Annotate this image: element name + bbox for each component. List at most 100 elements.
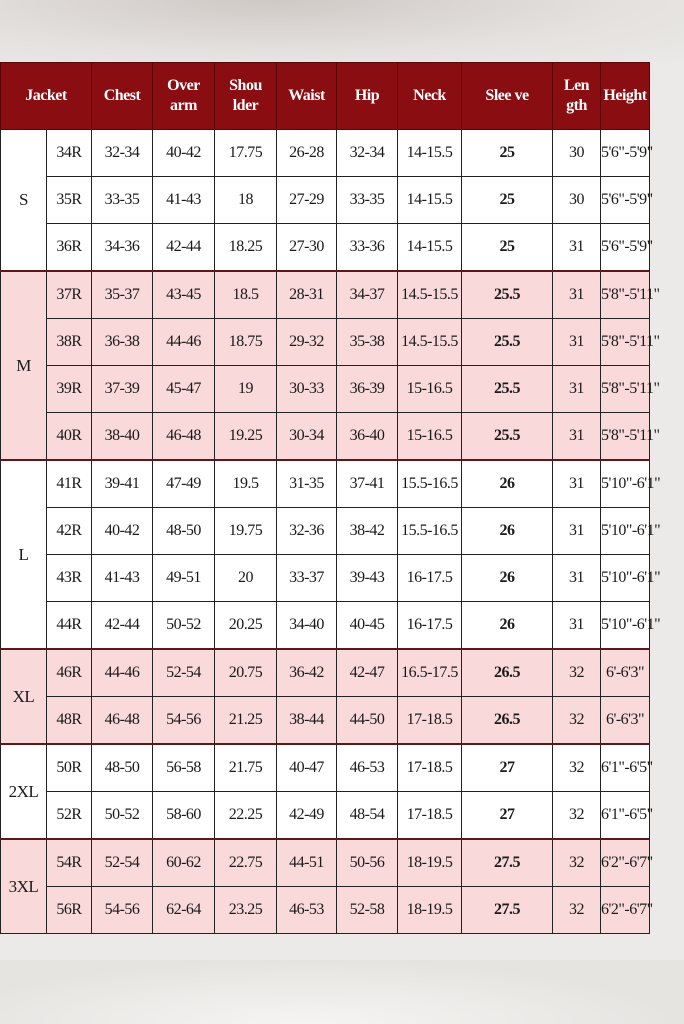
cell-shoulder: 19.75 <box>214 507 277 555</box>
cell-height: 5'8"-5'11" <box>600 318 660 366</box>
cell-jacket-size: 44R <box>46 601 92 650</box>
cell-waist: 38-44 <box>276 696 337 745</box>
cell-chest: 36-38 <box>91 318 153 366</box>
cell-overarm: 46-48 <box>152 412 215 461</box>
cell-hip: 48-54 <box>336 791 398 840</box>
cell-shoulder: 20.75 <box>214 648 277 697</box>
cell-hip: 52-58 <box>336 886 398 934</box>
cell-shoulder: 18.75 <box>214 318 277 366</box>
cell-jacket-size: 40R <box>46 412 92 461</box>
cell-neck: 14-15.5 <box>397 176 462 224</box>
cell-hip: 36-39 <box>336 365 398 413</box>
cell-chest: 32-34 <box>91 129 153 177</box>
header-waist: Waist <box>276 62 337 130</box>
cell-sleeve: 26 <box>461 554 553 602</box>
cell-chest: 39-41 <box>91 459 153 508</box>
cell-overarm: 45-47 <box>152 365 215 413</box>
cell-waist: 27-30 <box>276 223 337 272</box>
cell-chest: 35-37 <box>91 270 153 319</box>
cell-length: 31 <box>552 507 601 555</box>
header-hip: Hip <box>336 62 398 130</box>
cell-length: 31 <box>552 412 601 461</box>
cell-chest: 38-40 <box>91 412 153 461</box>
table-row: 44R 42-44 50-52 20.25 34-40 40-45 16-17.5 26 31 5… <box>1 601 684 650</box>
cell-chest: 48-50 <box>91 743 153 792</box>
cell-chest: 46-48 <box>91 696 153 745</box>
table-row: 39R 37-39 45-47 19 30-33 36-39 15-16.5 25.5 31 5'… <box>1 365 684 413</box>
table-row: 43R 41-43 49-51 20 33-37 39-43 16-17.5 26 31 5'10… <box>1 554 684 602</box>
cell-overarm: 42-44 <box>152 223 215 272</box>
size-chart-table: Jacket Chest Over arm Shou lder Waist Hi… <box>0 62 684 934</box>
cell-height: 5'8"-5'11" <box>600 270 660 319</box>
cell-shoulder: 20.25 <box>214 601 277 650</box>
cell-waist: 30-33 <box>276 365 337 413</box>
cell-neck: 18-19.5 <box>397 838 462 887</box>
cell-sleeve: 25 <box>461 176 553 224</box>
table-row: 35R 33-35 41-43 18 27-29 33-35 14-15.5 25 30 5'6"… <box>1 176 684 224</box>
cell-height: 6'1"-6'5" <box>600 791 653 840</box>
cell-jacket-size: 48R <box>46 696 92 745</box>
cell-hip: 39-43 <box>336 554 398 602</box>
cell-length: 31 <box>552 270 601 319</box>
cell-length: 32 <box>552 696 601 745</box>
table-row: 38R 36-38 44-46 18.75 29-32 35-38 14.5-15.5 25.… <box>1 318 684 366</box>
table-row: 36R 34-36 42-44 18.25 27-30 33-36 14-15.5 25 31 5… <box>1 223 684 272</box>
cell-neck: 14.5-15.5 <box>397 270 462 319</box>
cell-neck: 14-15.5 <box>397 129 462 177</box>
cell-jacket-size: 46R <box>46 648 92 697</box>
cell-length: 32 <box>552 838 601 887</box>
cell-hip: 33-36 <box>336 223 398 272</box>
cell-neck: 17-18.5 <box>397 791 462 840</box>
cell-height: 5'6"-5'9" <box>600 223 653 272</box>
cell-neck: 16-17.5 <box>397 554 462 602</box>
cell-jacket-size: 41R <box>46 459 92 508</box>
cell-jacket-size: 37R <box>46 270 92 319</box>
cell-chest: 34-36 <box>91 223 153 272</box>
cell-neck: 17-18.5 <box>397 743 462 792</box>
cell-length: 31 <box>552 459 601 508</box>
cell-waist: 32-36 <box>276 507 337 555</box>
cell-jacket-size: 43R <box>46 554 92 602</box>
cell-sleeve: 27.5 <box>461 886 553 934</box>
cell-hip: 34-37 <box>336 270 398 319</box>
cell-hip: 37-41 <box>336 459 398 508</box>
table-row: 48R 46-48 54-56 21.25 38-44 44-50 17-18.5 26.5 3… <box>1 696 684 745</box>
cell-chest: 40-42 <box>91 507 153 555</box>
cell-shoulder: 18.25 <box>214 223 277 272</box>
cell-hip: 40-45 <box>336 601 398 650</box>
cell-jacket-size: 35R <box>46 176 92 224</box>
cell-neck: 16-17.5 <box>397 601 462 650</box>
cell-overarm: 52-54 <box>152 648 215 697</box>
cell-shoulder: 21.75 <box>214 743 277 792</box>
cell-height: 5'10"-6'1" <box>600 507 661 555</box>
background-photo-bottom <box>0 960 684 1024</box>
header-overarm: Over arm <box>152 62 215 130</box>
cell-waist: 42-49 <box>276 791 337 840</box>
header-jacket: Jacket <box>0 62 92 130</box>
cell-shoulder: 19 <box>214 365 277 413</box>
cell-sleeve: 25.5 <box>461 412 553 461</box>
cell-chest: 50-52 <box>91 791 153 840</box>
cell-overarm: 56-58 <box>152 743 215 792</box>
cell-length: 31 <box>552 318 601 366</box>
cell-length: 32 <box>552 648 601 697</box>
cell-hip: 46-53 <box>336 743 398 792</box>
size-group-label: 3XL <box>0 838 47 934</box>
cell-waist: 40-47 <box>276 743 337 792</box>
cell-neck: 15.5-16.5 <box>397 507 462 555</box>
cell-length: 30 <box>552 129 601 177</box>
cell-height: 5'10"-6'1" <box>600 459 661 508</box>
cell-length: 30 <box>552 176 601 224</box>
table-row: 40R 38-40 46-48 19.25 30-34 36-40 15-16.5 25.5 3… <box>1 412 684 461</box>
cell-hip: 36-40 <box>336 412 398 461</box>
cell-neck: 17-18.5 <box>397 696 462 745</box>
cell-length: 32 <box>552 886 601 934</box>
cell-waist: 30-34 <box>276 412 337 461</box>
cell-height: 6'1"-6'5" <box>600 743 653 792</box>
size-group-label: 2XL <box>0 743 47 840</box>
cell-waist: 28-31 <box>276 270 337 319</box>
cell-chest: 52-54 <box>91 838 153 887</box>
cell-sleeve: 26 <box>461 601 553 650</box>
cell-hip: 38-42 <box>336 507 398 555</box>
header-neck: Neck <box>397 62 462 130</box>
